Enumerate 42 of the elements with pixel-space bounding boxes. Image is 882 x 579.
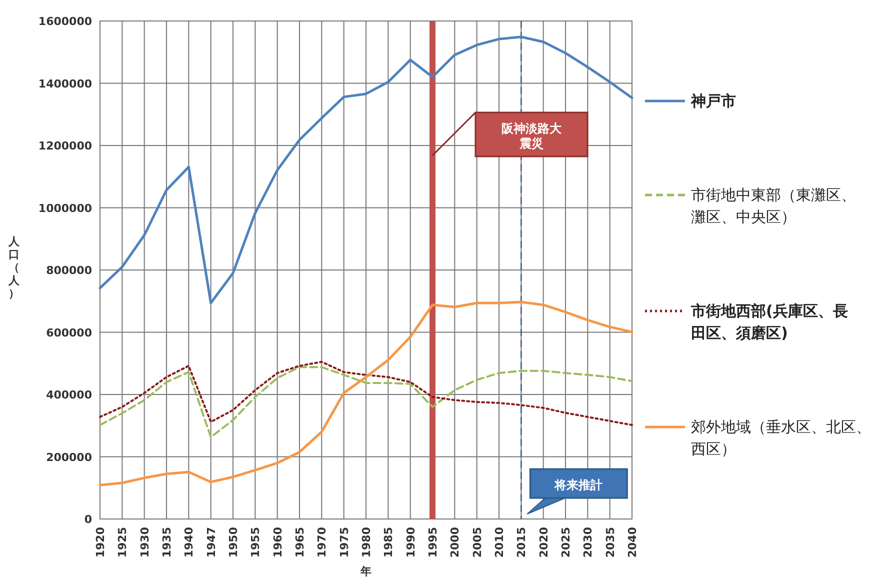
x-tick-label: 1925 <box>116 527 130 558</box>
y-tick-label: 600000 <box>46 326 92 340</box>
x-tick-label: 1947 <box>204 527 218 558</box>
x-tick-label: 2030 <box>582 526 595 558</box>
legend-label: 神戸市 <box>690 92 736 110</box>
y-tick-label: 1200000 <box>38 140 92 152</box>
x-tick-label: 1985 <box>382 527 396 558</box>
legend-label: 市街地西部(兵庫区、長田区、須磨区) <box>690 302 848 342</box>
x-tick-label: 1950 <box>227 526 240 558</box>
x-tick-label: 2000 <box>448 526 462 558</box>
y-tick-label: 1000000 <box>38 202 92 215</box>
x-tick-label: 1975 <box>338 527 351 558</box>
x-tick-label: 2020 <box>537 526 550 558</box>
x-tick-label: 1920 <box>94 526 107 558</box>
y-tick-label: 1400000 <box>38 77 92 90</box>
y-axis-title: 人口（人） <box>8 235 20 300</box>
x-tick-label: 1970 <box>316 526 329 558</box>
x-tick-label: 1955 <box>249 527 262 558</box>
x-tick-label: 2005 <box>470 527 484 558</box>
x-tick-label: 1965 <box>294 527 306 558</box>
y-tick-label: 1600000 <box>38 15 92 28</box>
annotation: 阪神淡路大震災 <box>502 121 562 150</box>
x-tick-label: 1995 <box>426 527 440 558</box>
x-tick-label: 2040 <box>626 526 639 558</box>
y-tick-label: 200000 <box>46 450 92 464</box>
x-tick-label: 2010 <box>493 526 506 558</box>
x-tick-label: 1940 <box>182 526 196 558</box>
x-tick-label: 1980 <box>360 526 373 558</box>
legend-label: 郊外地域（垂水区、北区、西区） <box>691 418 871 458</box>
x-tick-label: 1960 <box>271 526 284 558</box>
y-tick-label: 0 <box>84 513 92 526</box>
x-tick-label: 2035 <box>604 527 617 558</box>
x-tick-label: 1990 <box>404 526 418 558</box>
y-tick-label: 400000 <box>46 388 92 402</box>
x-axis-title: 年 <box>360 565 372 578</box>
legend-label: 市街地中東部（東灘区、灘区、中央区） <box>691 186 856 226</box>
annotation: 将来推計 <box>554 478 603 492</box>
x-tick-label: 2015 <box>515 527 528 558</box>
y-tick-label: 800000 <box>46 264 92 277</box>
x-tick-label: 1930 <box>138 526 152 558</box>
x-tick-label: 1935 <box>160 527 174 558</box>
x-tick-label: 2025 <box>560 527 572 558</box>
